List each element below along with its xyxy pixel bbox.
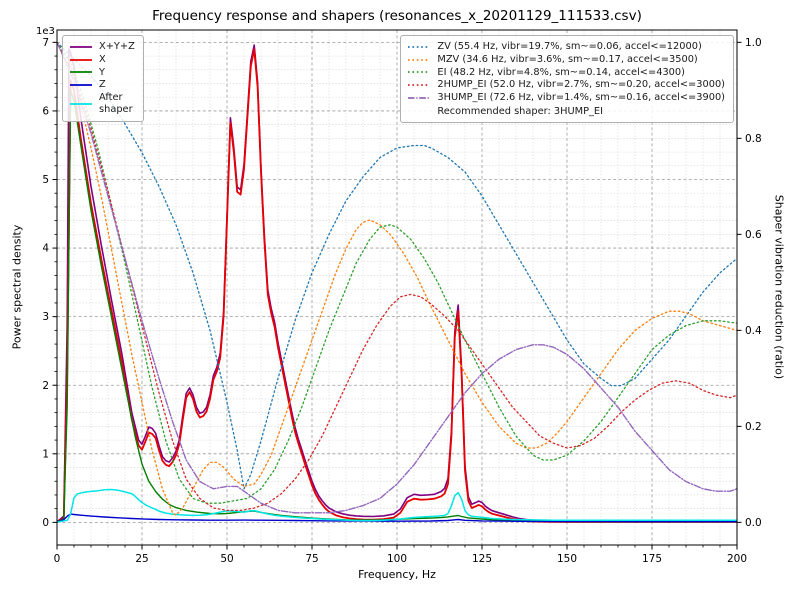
legend-item-label: X+Y+Z bbox=[99, 41, 135, 52]
legend-item: 3HUMP_EI (72.6 Hz, vibr=1.4%, sm~=0.16, … bbox=[407, 92, 725, 104]
legend-line-sample bbox=[70, 58, 92, 61]
x-tick-label: 25 bbox=[135, 553, 148, 565]
legend-psd: X+Y+Z X Y Z After shaper bbox=[62, 35, 144, 122]
legend-line-sample bbox=[408, 58, 431, 61]
legend-line-sample bbox=[70, 84, 92, 87]
legend-line-sample bbox=[408, 71, 431, 74]
x-tick-label: 125 bbox=[472, 553, 492, 565]
y-left-axis-label: Power spectral density bbox=[10, 224, 24, 350]
legend-item-label: After shaper bbox=[99, 92, 133, 115]
legend-line-sample bbox=[408, 84, 431, 87]
y-left-tick-label: 7 bbox=[42, 37, 49, 49]
legend-line-sample bbox=[408, 96, 431, 99]
legend-line-sample bbox=[70, 45, 92, 48]
series-mzv bbox=[57, 41, 737, 516]
y-left-tick-label: 0 bbox=[42, 517, 49, 529]
y-left-tick-label: 6 bbox=[42, 106, 49, 118]
x-tick-label: 150 bbox=[557, 553, 577, 565]
legend-item: X bbox=[69, 54, 135, 66]
legend-item-label: MZV (34.6 Hz, vibr=3.6%, sm~=0.17, accel… bbox=[437, 53, 698, 65]
legend-item: EI (48.2 Hz, vibr=4.8%, sm~=0.14, accel<… bbox=[407, 67, 725, 79]
x-tick-label: 100 bbox=[387, 553, 407, 565]
series-2hump_ei bbox=[57, 41, 737, 512]
legend-item-label: Z bbox=[99, 79, 106, 91]
x-tick-label: 200 bbox=[727, 553, 747, 565]
legend-item-label: EI (48.2 Hz, vibr=4.8%, sm~=0.14, accel<… bbox=[437, 66, 685, 78]
series-z bbox=[57, 513, 737, 523]
legend-item-label: X bbox=[99, 53, 106, 65]
y-left-tick-label: 4 bbox=[42, 243, 49, 255]
x-tick-label: 50 bbox=[220, 553, 233, 565]
legend-item-label: 2HUMP_EI (52.0 Hz, vibr=2.7%, sm~=0.20, … bbox=[437, 79, 725, 91]
legend-item: X+Y+Z bbox=[69, 41, 135, 53]
legend-item: 2HUMP_EI (52.0 Hz, vibr=2.7%, sm~=0.20, … bbox=[407, 79, 725, 91]
y-right-tick-label: 0.6 bbox=[745, 229, 762, 241]
y-right-tick-label: 0.8 bbox=[745, 133, 762, 145]
legend-line-sample bbox=[70, 71, 92, 74]
y-right-tick-label: 0.2 bbox=[745, 421, 762, 433]
legend-item: Y bbox=[69, 67, 135, 79]
recommended-shaper-text: Recommended shaper: 3HUMP_EI bbox=[437, 105, 604, 117]
series-x bbox=[57, 48, 737, 523]
y-left-tick-label: 3 bbox=[42, 311, 49, 323]
y-right-tick-label: 0.0 bbox=[745, 517, 762, 529]
legend-item-label: Y bbox=[99, 66, 105, 78]
tick-labels: 0 25 50 75 100 125 150 175 200 0 1 2 3 4 5 6 7 0.0 0.2 0.4 0… bbox=[42, 37, 762, 565]
y-left-tick-label: 2 bbox=[42, 380, 49, 392]
legend-line-sample bbox=[408, 45, 431, 48]
series-group bbox=[57, 41, 737, 523]
y-right-tick-label: 0.4 bbox=[745, 325, 762, 337]
legend-item-label: ZV (55.4 Hz, vibr=19.7%, sm~=0.06, accel… bbox=[437, 41, 702, 52]
y-right-tick-label: 1.0 bbox=[745, 37, 762, 49]
x-tick-label: 0 bbox=[54, 553, 61, 565]
x-tick-label: 175 bbox=[642, 553, 662, 565]
y-right-axis-label: Shaper vibration reduction (ratio) bbox=[772, 194, 786, 380]
y-left-tick-label: 1 bbox=[42, 448, 49, 460]
series-after-shaper bbox=[57, 488, 737, 523]
legend-line-sample bbox=[70, 102, 92, 105]
y-left-tick-label: 5 bbox=[42, 174, 49, 186]
legend-shapers: ZV (55.4 Hz, vibr=19.7%, sm~=0.06, accel… bbox=[400, 35, 734, 123]
legend-item: MZV (34.6 Hz, vibr=3.6%, sm~=0.17, accel… bbox=[407, 54, 725, 66]
series-ei bbox=[57, 41, 737, 504]
legend-item: After shaper bbox=[69, 92, 135, 116]
chart-title: Frequency response and shapers (resonanc… bbox=[152, 8, 642, 24]
legend-item-label: 3HUMP_EI (72.6 Hz, vibr=1.4%, sm~=0.16, … bbox=[437, 92, 725, 103]
legend-item: ZV (55.4 Hz, vibr=19.7%, sm~=0.06, accel… bbox=[407, 41, 725, 53]
series-3hump_ei bbox=[57, 41, 737, 514]
y-left-offset-label: 1e3 bbox=[36, 26, 55, 37]
legend-item: Z bbox=[69, 79, 135, 91]
x-axis-label: Frequency, Hz bbox=[358, 568, 436, 581]
x-tick-label: 75 bbox=[305, 553, 318, 565]
